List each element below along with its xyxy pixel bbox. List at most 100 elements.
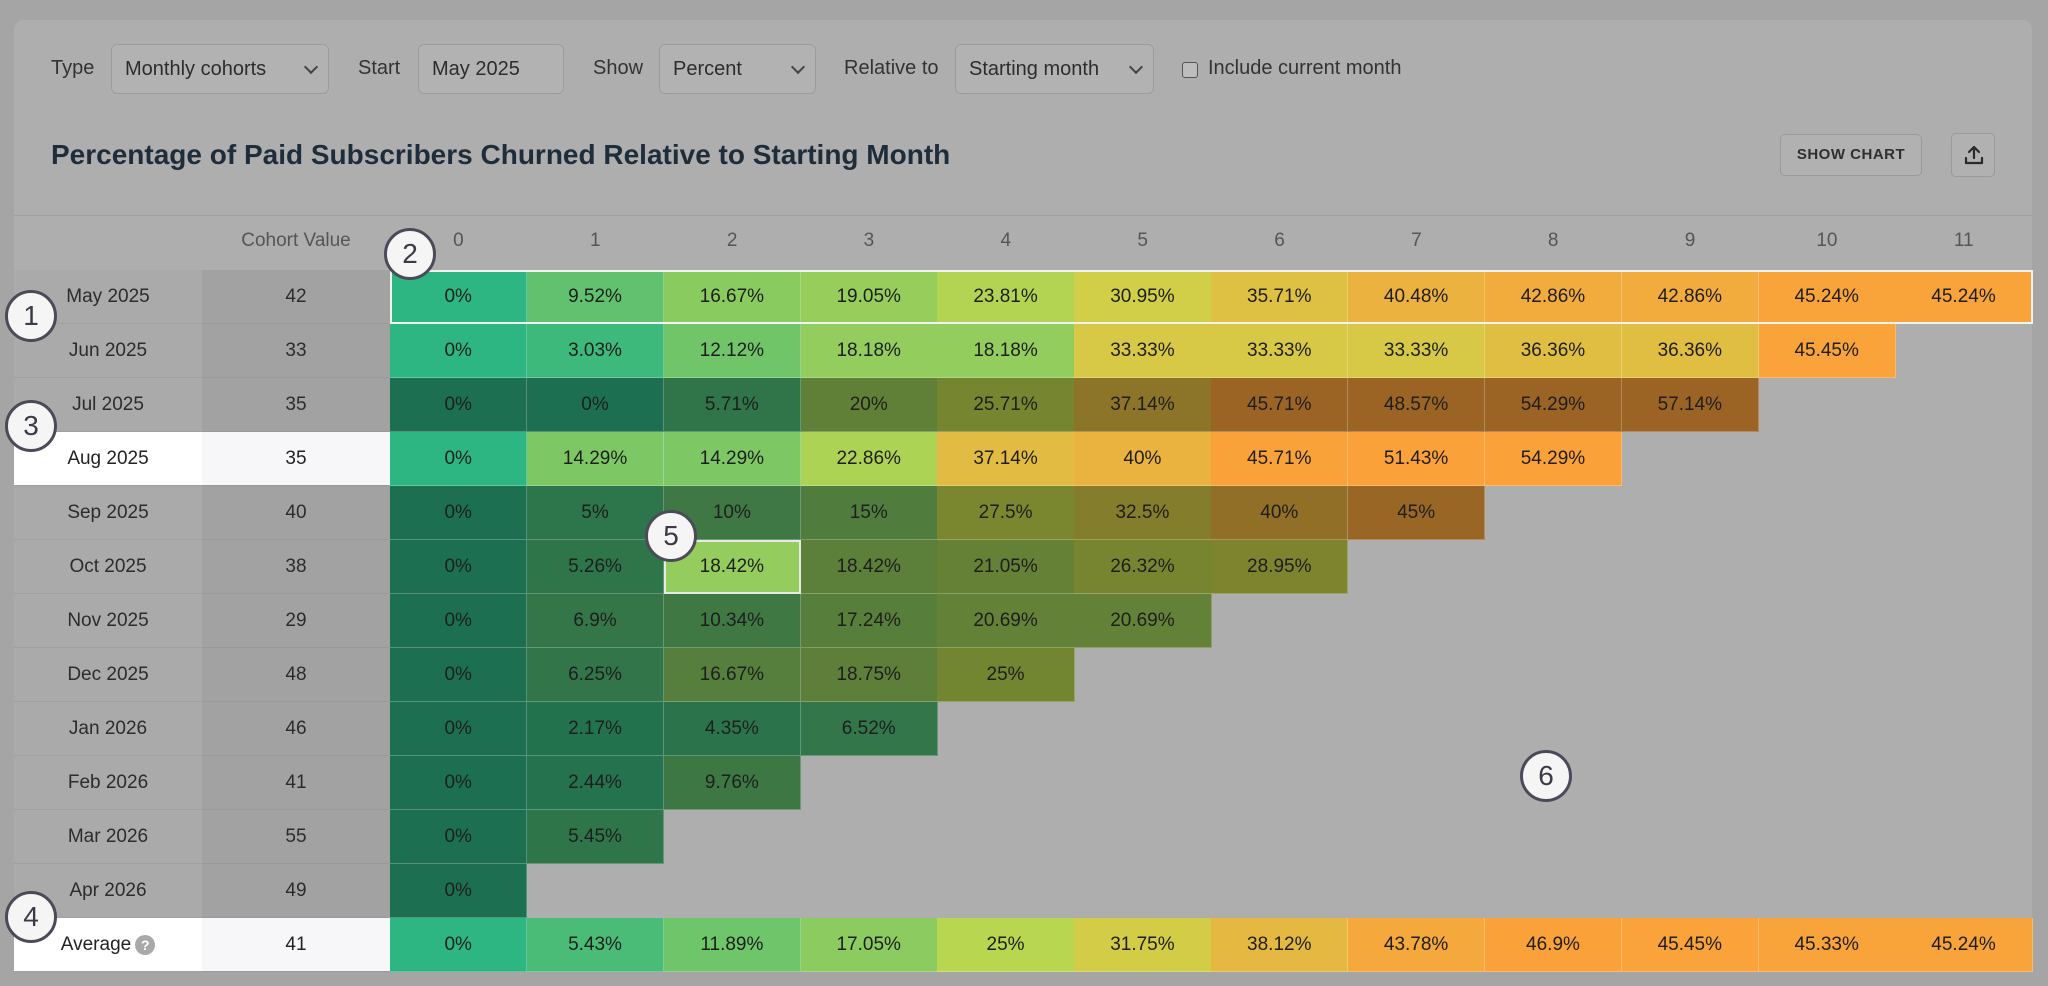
cohort-cell[interactable]: 3.03%	[526, 324, 665, 378]
cohort-cell[interactable]: 35.71%	[1211, 270, 1349, 324]
cohort-cell[interactable]: 33.33%	[1074, 324, 1212, 378]
start-date-input[interactable]: May 2025	[418, 44, 564, 94]
cohort-cell[interactable]: 30.95%	[1074, 270, 1212, 324]
include-current-checkbox[interactable]	[1182, 62, 1198, 78]
cohort-cell[interactable]: 0%	[390, 918, 528, 972]
cohort-cell[interactable]: 4.35%	[663, 702, 802, 756]
cohort-cell[interactable]: 48.57%	[1347, 378, 1486, 432]
cohort-cell[interactable]: 17.05%	[800, 918, 938, 972]
show-chart-button[interactable]: SHOW CHART	[1780, 134, 1922, 176]
show-select[interactable]: Percent	[659, 44, 816, 94]
cohort-cell[interactable]: 54.29%	[1484, 378, 1623, 432]
cohort-cell[interactable]: 27.5%	[937, 486, 1075, 540]
cohort-cell[interactable]: 45.71%	[1211, 432, 1349, 486]
cohort-cell[interactable]: 25.71%	[937, 378, 1075, 432]
cohort-cell[interactable]: 0%	[390, 810, 528, 864]
cohort-cell[interactable]: 19.05%	[800, 270, 938, 324]
cohort-cell[interactable]: 20%	[800, 378, 938, 432]
cohort-cell[interactable]: 45.71%	[1211, 378, 1349, 432]
cohort-cell[interactable]: 43.78%	[1347, 918, 1486, 972]
cohort-cell[interactable]: 2.44%	[526, 756, 665, 810]
cohort-cell[interactable]: 46.9%	[1484, 918, 1623, 972]
cohort-cell[interactable]: 12.12%	[663, 324, 802, 378]
cohort-cell[interactable]: 45.24%	[1895, 270, 2033, 324]
cohort-cell[interactable]: 33.33%	[1211, 324, 1349, 378]
cohort-cell[interactable]: 0%	[390, 324, 528, 378]
cohort-cell[interactable]: 0%	[390, 864, 528, 918]
cohort-cell[interactable]: 31.75%	[1074, 918, 1212, 972]
cohort-cell[interactable]: 45.33%	[1758, 918, 1896, 972]
cohort-cell[interactable]: 17.24%	[800, 594, 938, 648]
cohort-cell[interactable]: 45%	[1347, 486, 1486, 540]
cohort-cell[interactable]: 14.29%	[663, 432, 802, 486]
cohort-cell[interactable]: 0%	[390, 594, 528, 648]
cohort-cell[interactable]: 0%	[390, 378, 528, 432]
cohort-cell[interactable]: 33.33%	[1347, 324, 1486, 378]
cohort-cell[interactable]: 25%	[937, 918, 1075, 972]
cohort-cell[interactable]: 45.24%	[1895, 918, 2033, 972]
cohort-cell[interactable]: 45.45%	[1621, 918, 1759, 972]
cohort-cell[interactable]: 0%	[390, 486, 528, 540]
cohort-cell[interactable]: 23.81%	[937, 270, 1075, 324]
cohort-cell[interactable]: 0%	[390, 702, 528, 756]
cohort-cell[interactable]: 11.89%	[663, 918, 802, 972]
cohort-cell[interactable]: 45.24%	[1758, 270, 1896, 324]
cohort-cell[interactable]: 5.43%	[526, 918, 665, 972]
cohort-cell[interactable]: 20.69%	[937, 594, 1075, 648]
cohort-cell[interactable]: 0%	[390, 648, 528, 702]
cohort-cell[interactable]: 26.32%	[1074, 540, 1212, 594]
cohort-cell[interactable]: 20.69%	[1074, 594, 1212, 648]
cohort-cell[interactable]: 37.14%	[937, 432, 1075, 486]
cohort-cell[interactable]: 32.5%	[1074, 486, 1212, 540]
cohort-cell[interactable]: 42.86%	[1621, 270, 1759, 324]
cohort-cell[interactable]: 0%	[390, 540, 528, 594]
question-icon[interactable]: ?	[135, 934, 156, 955]
cohort-cell[interactable]: 42.86%	[1484, 270, 1623, 324]
cohort-cell[interactable]: 40.48%	[1347, 270, 1486, 324]
cohort-cell[interactable]: 18.42%	[663, 540, 802, 594]
cohort-cell[interactable]: 57.14%	[1621, 378, 1759, 432]
cohort-cell[interactable]: 16.67%	[663, 270, 802, 324]
marker-3: 3	[5, 400, 57, 452]
cohort-cell[interactable]: 18.42%	[800, 540, 938, 594]
cohort-cell[interactable]: 10.34%	[663, 594, 802, 648]
cohort-cell[interactable]: 18.18%	[937, 324, 1075, 378]
cohort-cell[interactable]: 37.14%	[1074, 378, 1212, 432]
cohort-cell[interactable]: 16.67%	[663, 648, 802, 702]
cohort-cell[interactable]: 0%	[390, 756, 528, 810]
cohort-cell[interactable]: 18.18%	[800, 324, 938, 378]
cohort-cell[interactable]: 0%	[526, 378, 665, 432]
cohort-cell[interactable]: 40%	[1074, 432, 1212, 486]
row-label-text: Jan 2026	[68, 718, 148, 739]
cohort-cell[interactable]: 25%	[937, 648, 1075, 702]
cohort-cell[interactable]: 21.05%	[937, 540, 1075, 594]
cohort-cell[interactable]: 36.36%	[1621, 324, 1759, 378]
relative-to-select[interactable]: Starting month	[955, 44, 1154, 94]
cohort-cell[interactable]: 6.25%	[526, 648, 665, 702]
export-button[interactable]	[1951, 133, 1995, 177]
cohort-cell[interactable]: 5%	[526, 486, 665, 540]
cohort-cell[interactable]: 28.95%	[1211, 540, 1349, 594]
cohort-cell[interactable]: 15%	[800, 486, 938, 540]
cohort-cell[interactable]: 6.9%	[526, 594, 665, 648]
cohort-cell[interactable]: 5.45%	[526, 810, 665, 864]
cohort-cell[interactable]: 14.29%	[526, 432, 665, 486]
cohort-cell[interactable]: 2.17%	[526, 702, 665, 756]
cohort-cell[interactable]: 45.45%	[1758, 324, 1896, 378]
cohort-cell[interactable]: 40%	[1211, 486, 1349, 540]
cohort-cell[interactable]: 36.36%	[1484, 324, 1623, 378]
cohort-cell[interactable]: 9.52%	[526, 270, 665, 324]
cohort-cell[interactable]: 51.43%	[1347, 432, 1486, 486]
cohort-cell[interactable]: 38.12%	[1211, 918, 1349, 972]
cohort-cell[interactable]: 9.76%	[663, 756, 802, 810]
period-header-6: 6	[1274, 230, 1285, 251]
cohort-cell[interactable]: 5.26%	[526, 540, 665, 594]
cohort-cell[interactable]: 5.71%	[663, 378, 802, 432]
cohort-cell[interactable]: 54.29%	[1484, 432, 1623, 486]
type-select[interactable]: Monthly cohorts	[111, 44, 329, 94]
cohort-cell[interactable]: 22.86%	[800, 432, 938, 486]
cohort-cell[interactable]: 6.52%	[800, 702, 938, 756]
cohort-label: Dec 2025	[14, 648, 202, 702]
cohort-cell[interactable]: 0%	[390, 432, 528, 486]
cohort-cell[interactable]: 18.75%	[800, 648, 938, 702]
